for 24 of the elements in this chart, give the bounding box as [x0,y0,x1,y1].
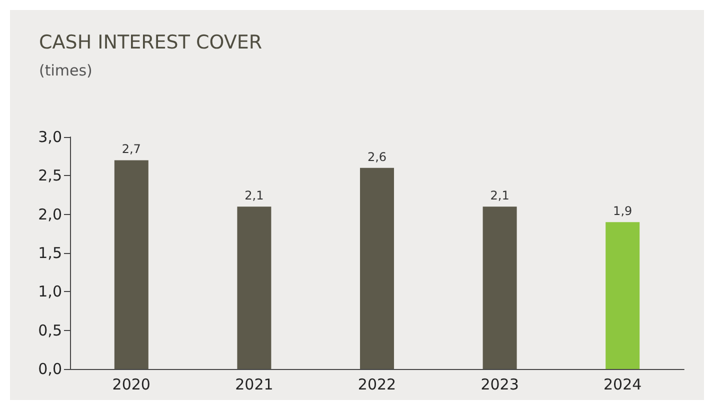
y-tick-label: 1,5 [38,244,62,262]
x-tick-label: 2021 [235,376,274,394]
data-label: 2,7 [122,142,141,156]
y-tick-label: 0,0 [38,360,62,378]
chart-title: CASH INTEREST COVER [39,32,262,54]
data-label: 2,1 [490,188,510,203]
data-label: 2,6 [367,150,387,164]
y-tick-label: 2,5 [38,166,62,185]
bar [482,206,517,369]
bar [606,222,640,369]
y-tick-label: 3,0 [38,128,62,146]
chart-subtitle: (times) [39,62,92,80]
bar [360,168,394,369]
data-label: 2,1 [244,188,264,203]
bar [237,206,272,369]
bar [114,160,148,369]
x-tick-label: 2024 [604,376,642,394]
y-tick-label: 1,0 [38,282,62,301]
x-tick-label: 2023 [480,376,519,394]
y-tick-label: 0,5 [38,321,62,340]
x-tick-label: 2020 [112,376,150,394]
data-label: 1,9 [613,204,632,218]
y-tick-label: 2,0 [38,205,62,224]
x-tick-label: 2022 [358,376,396,394]
